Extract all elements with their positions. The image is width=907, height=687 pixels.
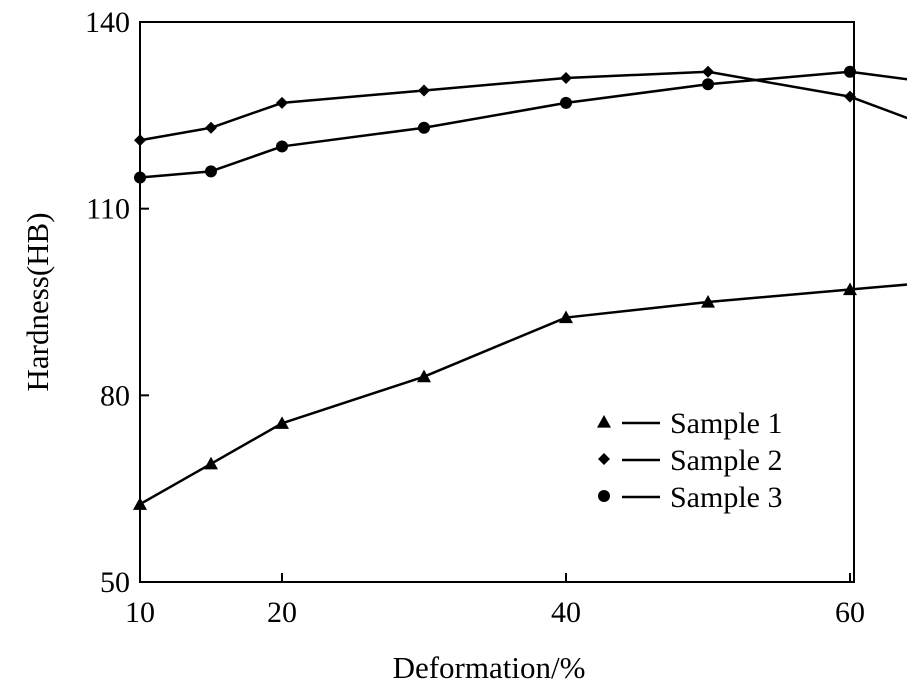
data-point (204, 456, 218, 470)
data-point (275, 416, 289, 429)
y-axis-title: Hardness(HB) (20, 212, 55, 391)
legend-label: Sample 3 (670, 481, 783, 514)
legend-label: Sample 2 (670, 444, 783, 477)
data-point (701, 295, 715, 308)
data-point (843, 282, 857, 296)
legend: Sample 1 Sample 2 Sample 3 (597, 407, 783, 514)
y-tick-label: 80 (100, 379, 130, 412)
y-tick-label: 50 (100, 566, 130, 599)
data-point (276, 96, 288, 109)
data-point (276, 140, 288, 153)
data-point (134, 171, 146, 184)
x-tick-label: 40 (551, 596, 581, 629)
data-point (417, 369, 431, 383)
x-axis-ticks: 1020406080100 (125, 573, 865, 629)
series-3 (134, 65, 907, 184)
plot-frame (139, 21, 855, 583)
series-2 (134, 65, 907, 147)
series-line (139, 70, 907, 179)
data-point (702, 78, 714, 91)
series-layer (133, 65, 907, 510)
y-tick-label: 140 (85, 6, 130, 39)
series-1 (133, 282, 907, 510)
y-axis-ticks: 50 80 110 140 (85, 6, 149, 599)
data-point (702, 65, 714, 78)
data-point (205, 165, 217, 178)
x-tick-label: 10 (125, 596, 155, 629)
data-point (133, 497, 147, 510)
series-line (139, 70, 907, 142)
series-line (139, 283, 907, 506)
legend-marker (598, 453, 610, 465)
data-point (844, 90, 856, 103)
data-point (418, 121, 430, 134)
y-tick-label: 110 (86, 193, 130, 226)
data-point (134, 134, 146, 147)
x-tick-label: 20 (267, 596, 297, 629)
data-point (844, 65, 856, 78)
data-point (560, 96, 572, 109)
legend-marker (597, 415, 611, 428)
x-axis-title: Deformation/% (393, 650, 586, 685)
data-point (560, 72, 572, 84)
legend-marker (598, 490, 610, 502)
legend-label: Sample 1 (670, 407, 783, 440)
x-tick-label: 60 (835, 596, 865, 629)
data-point (205, 121, 217, 134)
data-point (418, 84, 430, 97)
data-point (559, 310, 573, 324)
